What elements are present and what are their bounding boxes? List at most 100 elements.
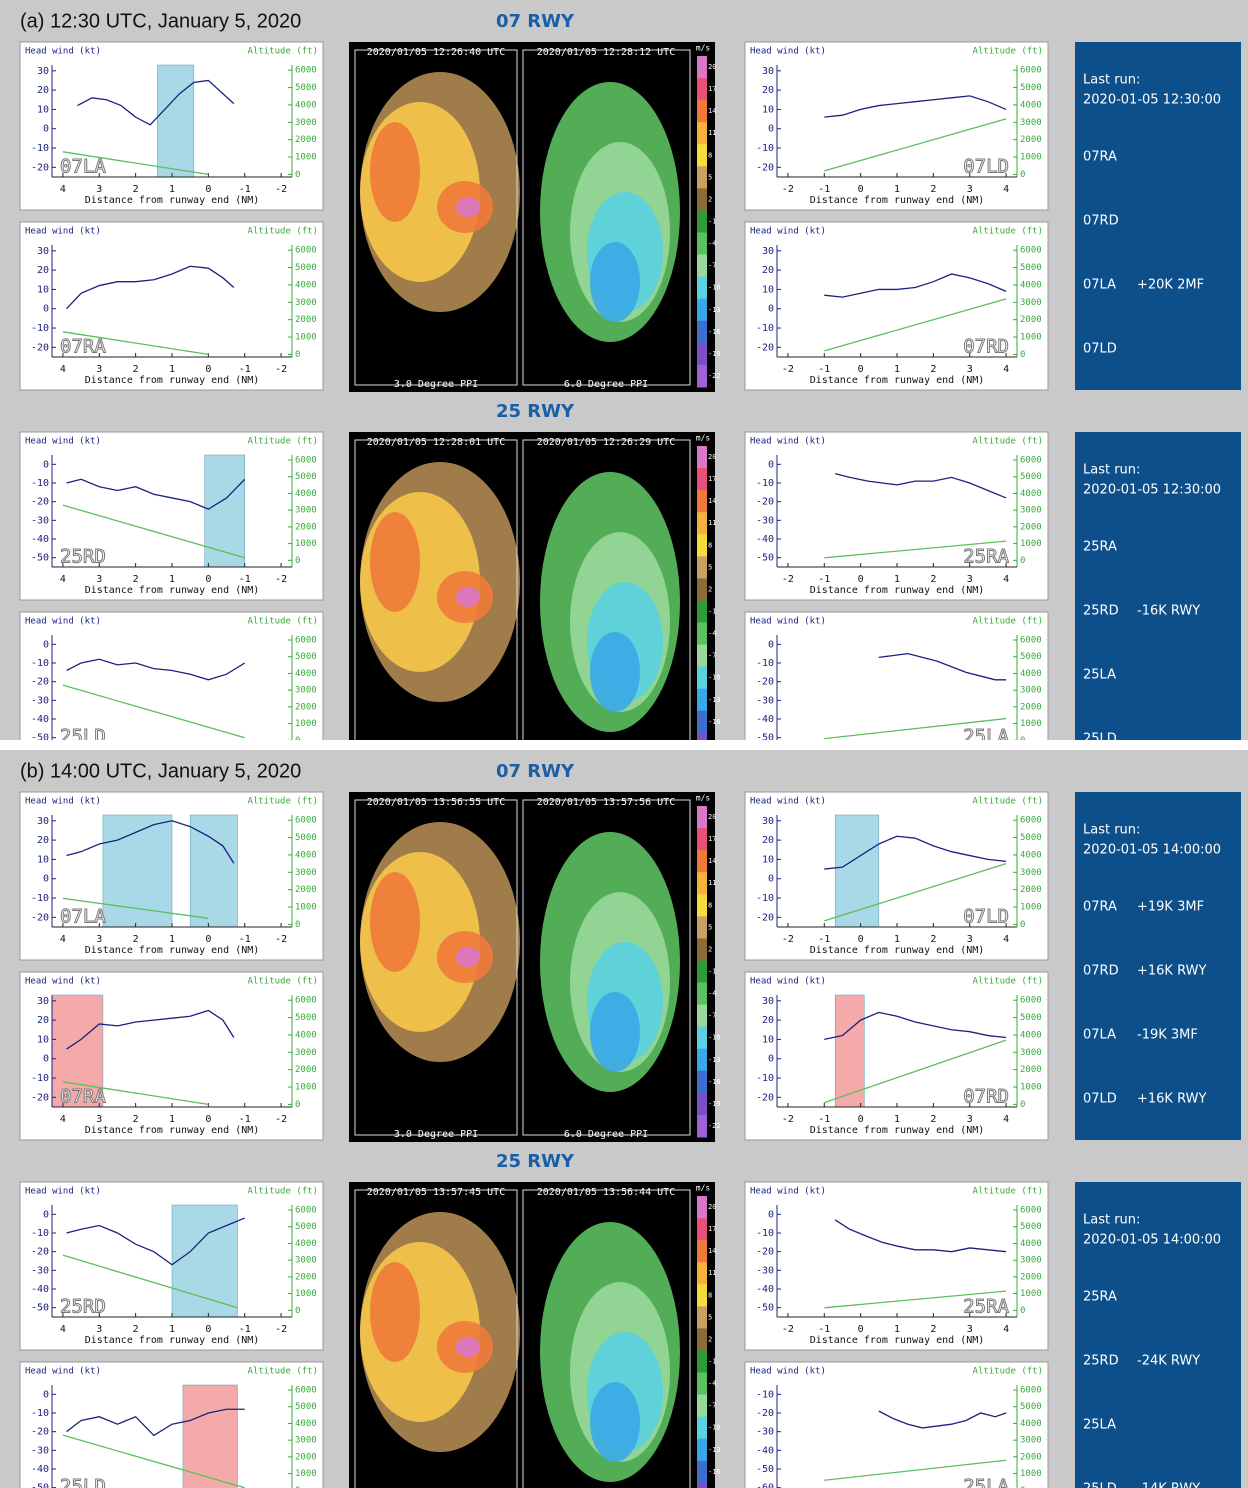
last-run-time: 2020-01-05 14:00:00 xyxy=(1083,1233,1221,1248)
colorbar-segment xyxy=(697,960,707,984)
colorbar-segment xyxy=(697,1092,707,1116)
runway-label: 25LD xyxy=(60,1476,106,1488)
y-tick-label: -30 xyxy=(756,1265,774,1276)
colorbar-segment xyxy=(697,144,707,167)
y-tick-label: 10 xyxy=(762,854,774,865)
colorbar-tick-label: 14 xyxy=(708,107,716,115)
y-tick-label: -10 xyxy=(31,893,49,904)
y2-tick-label: 0 xyxy=(1020,170,1025,180)
radar-time: 2020/01/05 13:56:55 UTC xyxy=(367,797,505,808)
colorbar-segment xyxy=(697,1438,707,1462)
y2-tick-label: 5000 xyxy=(295,652,317,662)
x-tick-label: 4 xyxy=(60,1324,66,1335)
y-tick-label: -40 xyxy=(756,1284,774,1295)
colorbar-tick-label: -10 xyxy=(708,674,721,682)
y-tick-label: 10 xyxy=(762,104,774,115)
colorbar-tick-label: -16 xyxy=(708,718,721,726)
y2-axis-label: Altitude (ft) xyxy=(248,797,318,807)
colorbar-unit: m/s xyxy=(696,44,711,53)
colorbar-tick-label: -4 xyxy=(708,630,716,638)
x-axis-label: Distance from runway end (NM) xyxy=(85,375,260,386)
headwind-line xyxy=(66,658,246,681)
x-tick-label: -1 xyxy=(818,364,830,375)
colorbar-segment xyxy=(697,122,707,145)
y-tick-label: 0 xyxy=(768,1209,774,1220)
y2-tick-label: 4000 xyxy=(1020,280,1042,290)
colorbar-segment xyxy=(697,188,707,211)
colorbar-tick-label: -16 xyxy=(708,1468,721,1476)
x-tick-label: 0 xyxy=(858,1324,864,1335)
y2-tick-label: 4000 xyxy=(1020,489,1042,499)
colorbar-segment xyxy=(697,1284,707,1307)
colorbar-tick-label: -4 xyxy=(708,990,716,998)
colorbar-segment xyxy=(697,938,707,961)
x-tick-label: -2 xyxy=(782,574,794,585)
colorbar-tick-label: -13 xyxy=(708,306,721,314)
chart-box xyxy=(744,431,1049,601)
y2-tick-label: 5000 xyxy=(1020,472,1042,482)
y-tick-label: -10 xyxy=(756,893,774,904)
colorbar-segment xyxy=(697,276,707,300)
y2-tick-label: 0 xyxy=(295,170,300,180)
y-tick-label: -10 xyxy=(31,143,49,154)
runway-name: 07RA xyxy=(1083,900,1117,915)
radar-echo xyxy=(370,1262,420,1362)
y2-tick-label: 6000 xyxy=(1020,456,1042,466)
x-tick-label: 1 xyxy=(169,184,175,195)
altitude-line xyxy=(824,1290,1007,1309)
altitude-line xyxy=(824,1039,1007,1104)
y2-tick-label: 1000 xyxy=(295,539,317,549)
y-tick-label: -30 xyxy=(756,1427,774,1438)
y2-tick-label: 5000 xyxy=(1020,1402,1042,1412)
y2-tick-label: 1000 xyxy=(295,1469,317,1479)
y-tick-label: -40 xyxy=(756,714,774,725)
runway-alert: -24K RWY xyxy=(1137,1354,1200,1369)
y-tick-label: 10 xyxy=(37,104,49,115)
radar-frame xyxy=(522,1189,691,1488)
x-tick-label: -2 xyxy=(275,1114,287,1125)
y-tick-label: -10 xyxy=(756,1228,774,1239)
y-tick-label: -30 xyxy=(756,695,774,706)
y-tick-label: -30 xyxy=(756,515,774,526)
headwind-line xyxy=(824,273,1007,298)
y2-tick-label: 2000 xyxy=(1020,702,1042,712)
colorbar-segment xyxy=(697,578,707,601)
y2-tick-label: 2000 xyxy=(1020,522,1042,532)
y-tick-label: 0 xyxy=(768,1054,774,1065)
colorbar-segment xyxy=(697,1372,707,1396)
y-tick-label: -50 xyxy=(31,553,49,564)
y2-tick-label: 6000 xyxy=(1020,1206,1042,1216)
runway-name: 25RA xyxy=(1083,540,1117,555)
x-axis-label: Distance from runway end (NM) xyxy=(810,375,985,386)
headwind-line xyxy=(824,1011,1007,1041)
y2-tick-label: 1000 xyxy=(295,333,317,343)
y2-tick-label: 5000 xyxy=(295,263,317,273)
colorbar-tick-label: -16 xyxy=(708,1078,721,1086)
x-tick-label: 1 xyxy=(894,364,900,375)
y-axis-label: Head wind (kt) xyxy=(25,47,101,57)
y2-tick-label: 3000 xyxy=(1020,1048,1042,1058)
y2-tick-label: 0 xyxy=(295,920,300,930)
y-tick-label: -50 xyxy=(31,1483,49,1488)
x-tick-label: 0 xyxy=(858,364,864,375)
x-tick-label: -1 xyxy=(818,184,830,195)
radar-echo xyxy=(590,992,640,1072)
colorbar-tick-label: 5 xyxy=(708,173,712,181)
colorbar-tick-label: 20 xyxy=(708,63,716,71)
headwind-line xyxy=(824,835,1007,870)
alert-span xyxy=(171,1204,238,1318)
y2-tick-label: 0 xyxy=(295,736,300,740)
y-axis-label: Head wind (kt) xyxy=(25,1187,101,1197)
chart-box xyxy=(19,431,324,601)
colorbar-segment xyxy=(697,1048,707,1072)
y-tick-label: 30 xyxy=(762,66,774,77)
y-tick-label: -10 xyxy=(756,658,774,669)
y-tick-label: -20 xyxy=(756,677,774,688)
colorbar-tick-label: 20 xyxy=(708,453,716,461)
y2-tick-label: 1000 xyxy=(295,1289,317,1299)
y2-tick-label: 3000 xyxy=(1020,1436,1042,1446)
altitude-line xyxy=(62,1081,209,1106)
radar-time: 2020/01/05 12:26:29 UTC xyxy=(537,437,675,448)
colorbar-tick-label: 14 xyxy=(708,1247,716,1255)
runway-label: 07RA xyxy=(60,336,106,358)
